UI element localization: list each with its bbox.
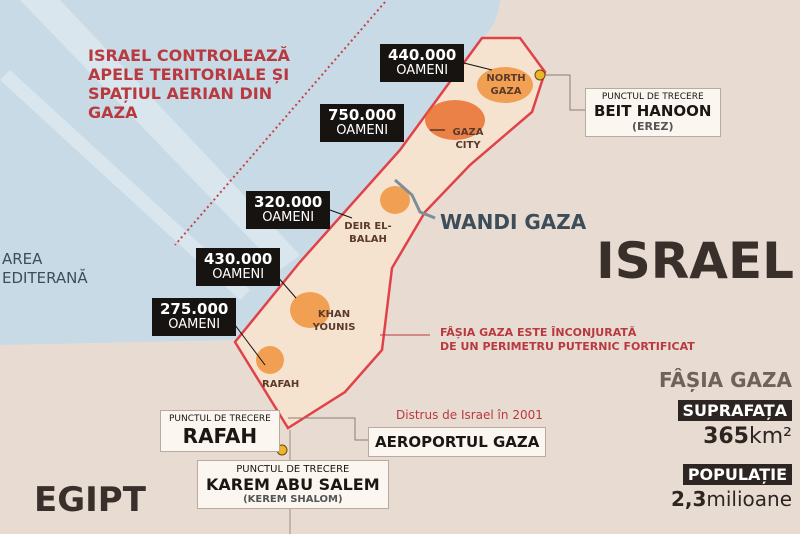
maritime-boundary-dashed [174, 1, 386, 246]
population-label: POPULAȚIE [682, 464, 792, 485]
sea-name: AREA EDITERANĂ [2, 250, 88, 287]
crossing-erez: PUNCTUL DE TRECERE BEIT HANOON (EREZ) [585, 88, 721, 137]
wadi-gaza-label: WANDI GAZA [440, 210, 587, 234]
population-deir-el-balah: 320.000 OAMENI [246, 191, 331, 229]
country-egypt: EGIPT [34, 480, 146, 520]
population-rafah: 275.000 OAMENI [152, 298, 237, 336]
area-label: SUPRAFAȚA [677, 400, 792, 421]
city-khan-younis: KHAN YOUNIS [312, 309, 356, 333]
population-value: 2,3milioane [670, 487, 792, 511]
sea-control-note: ISRAEL CONTROLEAZĂ APELE TERITORIALE ȘI SP… [88, 46, 290, 122]
city-gaza-city: GAZA CITY [452, 127, 484, 151]
stats-title: FÂȘIA GAZA [658, 368, 792, 392]
sea-lane [20, 0, 300, 270]
population-gaza-city: 750.000 OAMENI [320, 104, 405, 142]
airport-gaza: AEROPORTUL GAZA [368, 427, 547, 457]
wadi-gaza-river [394, 178, 436, 220]
sea-lane [0, 70, 250, 300]
city-rafah: RAFAH [262, 379, 300, 390]
city-north-gaza: NORTH GAZA [486, 73, 526, 97]
perimeter-note: FÂȘIA GAZA ESTE ÎNCONJURATĂ DE UN PERIMET… [440, 326, 695, 353]
population-khan-younis: 430.000 OAMENI [196, 248, 281, 286]
area-value: 365km² [703, 424, 792, 449]
crossing-kerem-abu-salem: PUNCTUL DE TRECERE KAREM ABU SALEM (KEREM … [197, 460, 389, 509]
population-north-gaza: 440.000 OAMENI [380, 44, 465, 82]
airport-note: Distrus de Israel în 2001 [396, 408, 543, 422]
country-israel: ISRAEL [596, 232, 794, 290]
crossing-rafah: PUNCTUL DE TRECERE RAFAH [160, 410, 280, 452]
city-deir-el-balah: DEIR EL-BALAH [344, 221, 392, 245]
